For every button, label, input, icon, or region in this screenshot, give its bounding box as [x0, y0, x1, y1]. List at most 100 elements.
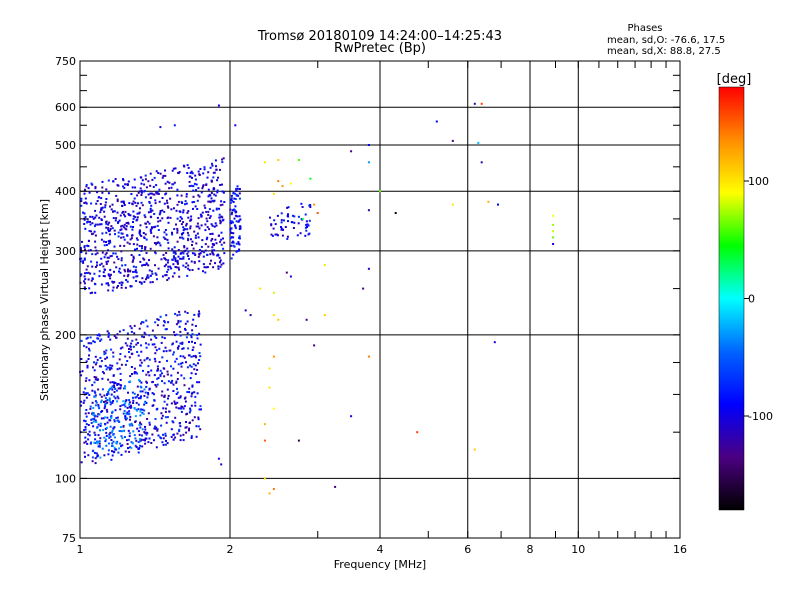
- data-point-cluster-0: [84, 227, 87, 230]
- data-point-cluster-0: [173, 272, 176, 275]
- data-point-cluster-1: [183, 384, 186, 387]
- data-point-cluster-0: [182, 221, 185, 224]
- data-point-cluster-1: [89, 407, 92, 410]
- data-point-cluster-1: [139, 408, 142, 411]
- data-point-cluster-1: [199, 343, 202, 346]
- data-point-cluster-1: [138, 327, 141, 330]
- data-point-cluster-1: [179, 425, 182, 428]
- data-point-cluster-4: [304, 213, 307, 216]
- data-point-cluster-1: [98, 334, 101, 337]
- data-point-cluster-1: [196, 334, 199, 337]
- data-point-cluster-0: [122, 200, 125, 203]
- data-point-cluster-3: [230, 257, 233, 260]
- data-point-cluster-0: [120, 228, 123, 231]
- data-point-cluster-0: [182, 229, 185, 232]
- data-point-cluster-0: [182, 252, 185, 255]
- data-point-cluster-0: [97, 196, 100, 199]
- data-point-cluster-1: [141, 411, 144, 414]
- data-point-cluster-1: [180, 374, 183, 377]
- data-point-cluster-2: [139, 410, 142, 413]
- data-point-cluster-1: [128, 348, 130, 350]
- data-point-cluster-0: [108, 233, 111, 236]
- data-point-cluster-2: [114, 387, 117, 390]
- data-point-cluster-0: [139, 233, 142, 236]
- data-point-cluster-0: [183, 245, 186, 248]
- data-point-cluster-0: [111, 289, 114, 292]
- data-point-cluster-0: [219, 240, 222, 243]
- data-point-cluster-2: [96, 442, 99, 445]
- data-point-cluster-2: [111, 444, 114, 447]
- data-point-cluster-3: [238, 197, 241, 200]
- data-point-cluster-1: [167, 380, 170, 383]
- data-point-cluster-0: [122, 179, 125, 182]
- data-point-cluster-0: [213, 171, 216, 174]
- data-point-cluster-0: [195, 242, 198, 245]
- data-point-cluster-3: [230, 194, 233, 197]
- data-point-cluster-1: [103, 454, 106, 457]
- data-point-cluster-1: [141, 390, 144, 393]
- data-point-cluster-1: [124, 415, 127, 418]
- data-point-cluster-0: [176, 227, 179, 230]
- data-point-cluster-1: [191, 384, 194, 387]
- data-point-cluster-1: [148, 437, 151, 440]
- data-point-cluster-0: [117, 231, 120, 234]
- data-point-51: [268, 386, 271, 389]
- data-point-cluster-0: [202, 172, 205, 175]
- data-point-cluster-1: [170, 381, 173, 384]
- data-point-cluster-1: [104, 440, 107, 443]
- data-point-cluster-0: [186, 172, 189, 174]
- data-point-cluster-0: [94, 283, 97, 286]
- data-point-cluster-1: [113, 384, 115, 387]
- data-point-cluster-1: [154, 418, 157, 420]
- data-point-cluster-1: [195, 356, 198, 359]
- data-point-cluster-0: [124, 264, 127, 267]
- data-point-cluster-2: [101, 447, 104, 450]
- data-point-35: [367, 267, 370, 270]
- data-point-cluster-0: [197, 187, 200, 190]
- data-point-cluster-1: [179, 320, 182, 323]
- data-point-cluster-1: [163, 367, 166, 370]
- data-point-cluster-2: [139, 414, 142, 417]
- data-point-cluster-1: [97, 445, 100, 448]
- data-point-cluster-3: [233, 197, 236, 200]
- data-point-cluster-0: [87, 271, 90, 274]
- data-point-cluster-0: [107, 228, 110, 231]
- data-point-cluster-0: [93, 230, 96, 233]
- data-point-cluster-1: [139, 397, 142, 400]
- data-point-cluster-0: [105, 188, 108, 191]
- data-point-cluster-0: [187, 216, 190, 219]
- data-point-cluster-1: [198, 381, 201, 384]
- x-tick-label-2: 4: [377, 543, 384, 556]
- data-point-cluster-0: [193, 261, 196, 264]
- data-point-cluster-1: [170, 428, 173, 431]
- data-point-cluster-2: [113, 436, 116, 439]
- data-point-cluster-0: [147, 193, 150, 196]
- data-point-cluster-0: [208, 217, 211, 219]
- data-point-cluster-0: [112, 210, 114, 213]
- data-point-cluster-0: [193, 252, 196, 255]
- data-point-cluster-0: [206, 254, 209, 256]
- data-point-cluster-1: [145, 437, 148, 440]
- data-point-cluster-2: [127, 438, 130, 441]
- data-point-cluster-1: [80, 461, 83, 464]
- data-point-cluster-0: [122, 178, 124, 181]
- data-point-cluster-0: [105, 231, 108, 234]
- data-point-cluster-0: [164, 274, 167, 277]
- data-point-cluster-0: [95, 214, 98, 217]
- data-point-cluster-0: [122, 185, 124, 188]
- data-point-cluster-1: [90, 422, 93, 424]
- data-point-cluster-0: [83, 280, 86, 283]
- data-point-cluster-2: [94, 395, 97, 398]
- data-point-cluster-0: [163, 210, 166, 213]
- data-point-cluster-0: [138, 231, 141, 234]
- data-point-cluster-0: [167, 277, 170, 280]
- data-point-cluster-0: [135, 271, 138, 274]
- data-point-cluster-0: [167, 216, 170, 219]
- data-point-cluster-1: [98, 365, 101, 368]
- data-point-cluster-0: [211, 238, 214, 240]
- data-point-cluster-1: [124, 450, 127, 453]
- data-point-cluster-0: [183, 165, 186, 168]
- data-point-cluster-1: [97, 388, 100, 391]
- data-point-cluster-2: [94, 404, 97, 407]
- data-point-cluster-1: [144, 428, 147, 431]
